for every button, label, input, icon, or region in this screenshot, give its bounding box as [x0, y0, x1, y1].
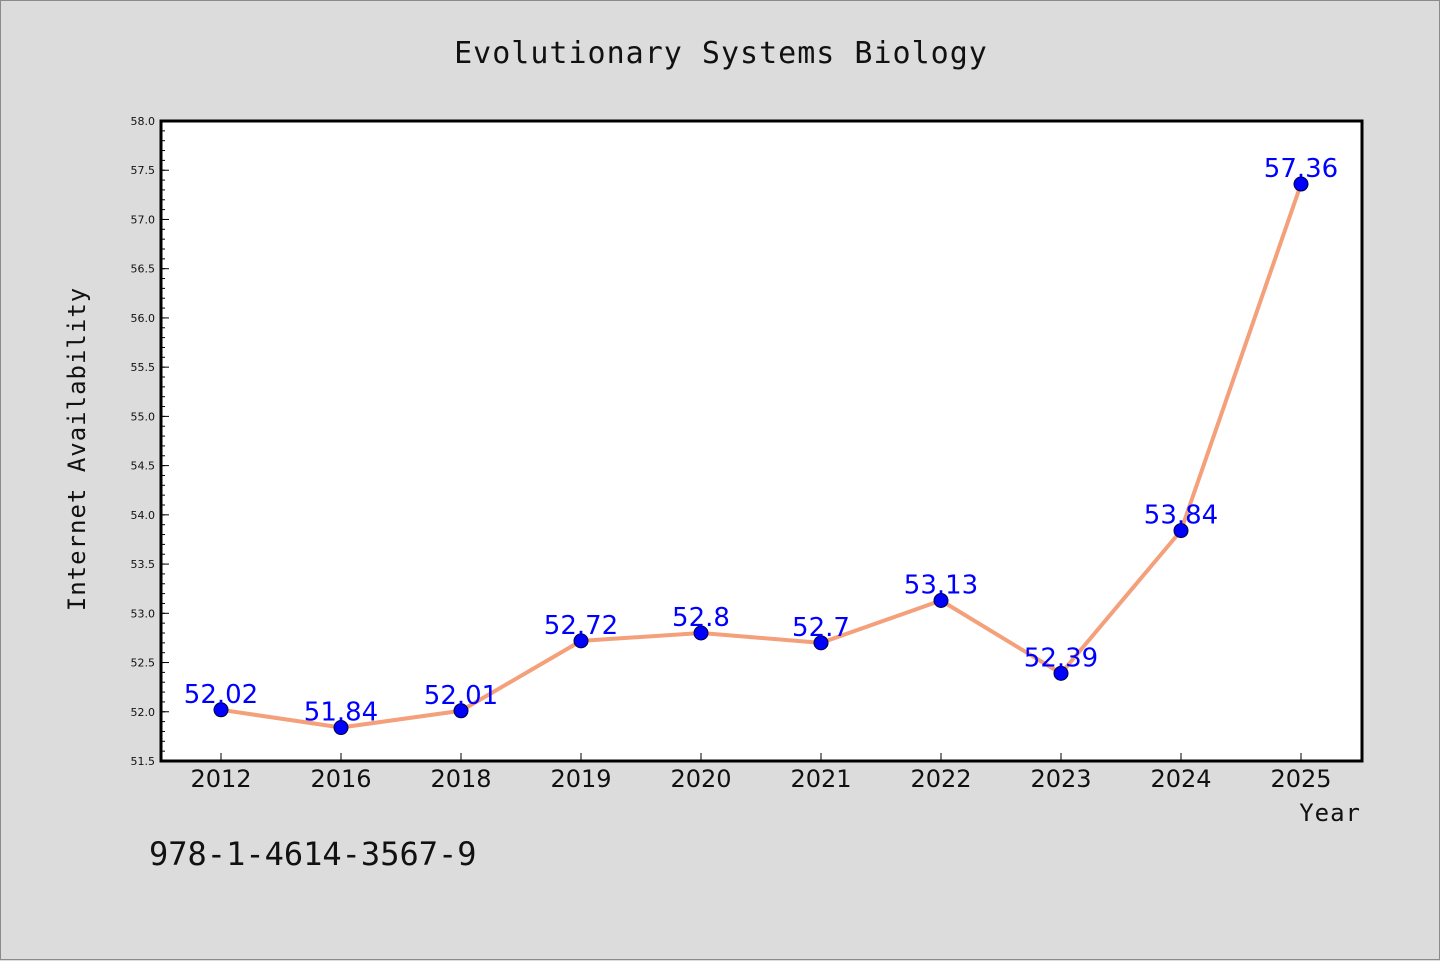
data-point — [453, 703, 469, 719]
data-label: 51.84 — [304, 698, 378, 728]
data-point — [693, 625, 709, 641]
data-label: 52.72 — [544, 611, 618, 641]
plot-area — [161, 121, 1362, 761]
data-label: 52.02 — [184, 680, 258, 710]
y-tick-label: 55.5 — [131, 361, 156, 374]
y-tick-label: 56.0 — [131, 312, 156, 325]
x-tick-label: 2024 — [1150, 765, 1211, 793]
data-point — [1173, 523, 1189, 539]
data-label: 57.36 — [1264, 154, 1338, 184]
x-axis: 2012 2016 2018 2019 2020 2021 2022 2023 2024 2025 — [190, 753, 1332, 793]
data-label: 53.13 — [904, 571, 978, 601]
series-points — [213, 176, 1309, 736]
x-tick-label: 2019 — [550, 765, 611, 793]
data-point — [1293, 176, 1309, 192]
data-label: 52.01 — [424, 681, 498, 711]
data-label: 52.39 — [1024, 643, 1098, 673]
x-tick-label: 2022 — [910, 765, 971, 793]
y-tick-label: 58.0 — [131, 115, 156, 128]
x-tick-label: 2018 — [430, 765, 491, 793]
y-tick-label: 57.5 — [131, 164, 156, 177]
data-label: 53.84 — [1144, 501, 1218, 531]
y-tick-label: 54.5 — [131, 460, 156, 473]
x-tick-label: 2016 — [310, 765, 371, 793]
data-point — [813, 635, 829, 651]
y-tick-label: 52.5 — [131, 657, 156, 670]
y-tick-label: 51.5 — [131, 755, 156, 768]
x-tick-label: 2020 — [670, 765, 731, 793]
footer-isbn-text: 978-1-4614-3567-9 — [149, 835, 477, 873]
y-tick-label: 52.0 — [131, 706, 156, 719]
data-point — [213, 702, 229, 718]
y-tick-label: 55.0 — [131, 410, 156, 423]
y-tick-label: 53.0 — [131, 607, 156, 620]
data-label: 52.7 — [792, 613, 850, 643]
y-tick-label: 54.0 — [131, 509, 156, 522]
data-point — [573, 633, 589, 649]
data-point — [933, 593, 949, 609]
y-tick-label: 53.5 — [131, 558, 156, 571]
y-axis-label: Internet Availability — [63, 287, 91, 611]
x-tick-label: 2025 — [1270, 765, 1331, 793]
y-tick-label: 57.0 — [131, 213, 156, 226]
plot-border — [159, 119, 1364, 763]
data-point — [1053, 665, 1069, 681]
data-label: 52.8 — [672, 603, 730, 633]
x-axis-label: Year — [1299, 799, 1361, 827]
data-point — [333, 720, 349, 736]
x-tick-label: 2012 — [190, 765, 251, 793]
series-line — [219, 182, 1303, 730]
series-polyline — [219, 182, 1303, 730]
chart-title: Evolutionary Systems Biology — [454, 36, 988, 71]
y-axis: 51.5 52.0 52.5 53.0 53.5 54.0 54.5 55.0 55.5 56.0… — [131, 115, 169, 768]
y-tick-label: 56.5 — [131, 263, 156, 276]
x-tick-label: 2021 — [790, 765, 851, 793]
x-tick-label: 2023 — [1030, 765, 1091, 793]
data-labels: 52.02 51.84 52.01 52.72 52.8 52.7 53.13 52.39 53… — [184, 154, 1338, 728]
